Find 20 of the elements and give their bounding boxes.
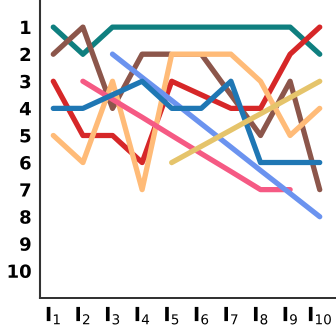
- y-tick-label: 3: [20, 74, 30, 88]
- x-tick-label: I$_{3}$: [106, 306, 120, 324]
- x-tick-label: I$_{9}$: [284, 306, 297, 324]
- y-tick-label: 8: [20, 210, 31, 224]
- x-tick-label: I$_{10}$: [308, 306, 331, 324]
- y-tick-label: 2: [20, 48, 30, 62]
- y-tick-label: 7: [20, 183, 30, 196]
- y-tick-label: 6: [20, 156, 31, 170]
- y-tick-label: 9: [20, 237, 31, 251]
- x-tick-label: I$_{1}$: [46, 306, 60, 324]
- y-tick-label: 10: [8, 264, 31, 278]
- x-tick-label: I$_{8}$: [254, 306, 268, 324]
- x-tick-label: I$_{6}$: [194, 306, 208, 324]
- x-tick-label: I$_{7}$: [224, 306, 238, 324]
- y-tick-label: 1: [21, 20, 30, 34]
- x-tick-label: I$_{5}$: [165, 306, 178, 324]
- x-tick-label: I$_{2}$: [76, 306, 90, 324]
- y-tick-label: 4: [20, 102, 31, 116]
- y-tick-label: 5: [20, 129, 30, 143]
- x-tick-label: I$_{4}$: [136, 306, 150, 324]
